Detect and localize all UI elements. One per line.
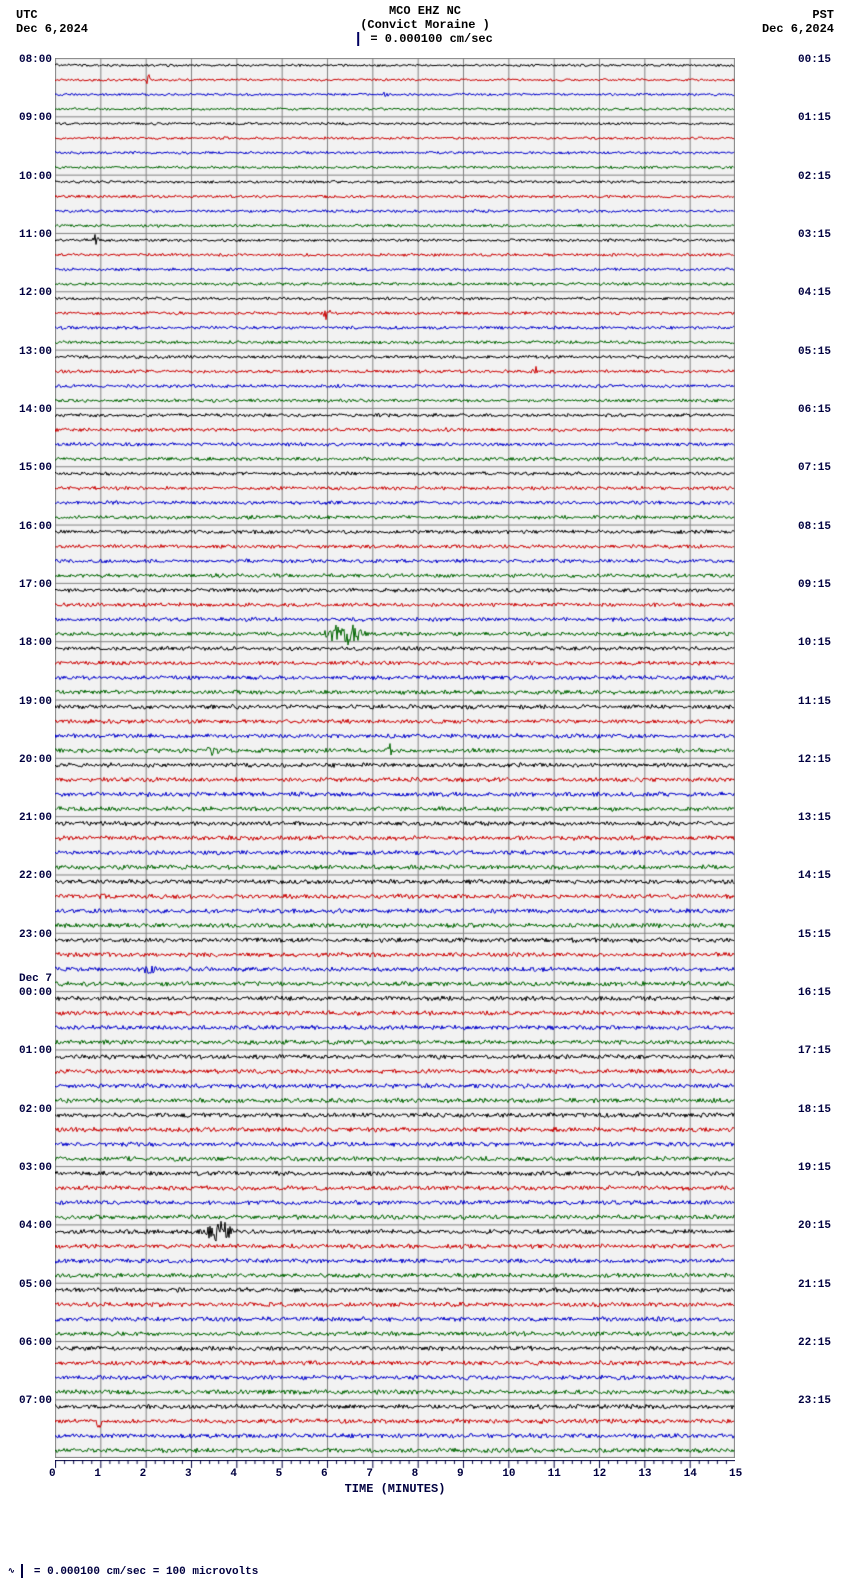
header-center: MCO EHZ NC (Convict Moraine ) = 0.000100… bbox=[357, 4, 493, 46]
pst-time-label: 01:15 bbox=[798, 112, 848, 124]
utc-time-label: 18:00 bbox=[2, 637, 52, 649]
pst-time-label: 19:15 bbox=[798, 1162, 848, 1174]
x-tick-label: 10 bbox=[502, 1468, 515, 1480]
utc-time-axis: 08:0009:0010:0011:0012:0013:0014:0015:00… bbox=[4, 58, 54, 1458]
footer: ∿ = 0.000100 cm/sec = 100 microvolts bbox=[8, 1564, 258, 1578]
utc-time-label: 19:00 bbox=[2, 696, 52, 708]
utc-time-label: 21:00 bbox=[2, 812, 52, 824]
utc-time-label: 05:00 bbox=[2, 1279, 52, 1291]
scale-bar-icon bbox=[357, 32, 359, 46]
utc-tz-label: UTC bbox=[16, 8, 38, 22]
pst-time-label: 00:15 bbox=[798, 54, 848, 66]
x-tick-label: 8 bbox=[412, 1468, 419, 1480]
header-right: PST Dec 6,2024 bbox=[762, 8, 834, 36]
utc-time-label: 23:00 bbox=[2, 929, 52, 941]
utc-time-label: 11:00 bbox=[2, 229, 52, 241]
pst-date-label: Dec 6,2024 bbox=[762, 22, 834, 36]
utc-time-label: 12:00 bbox=[2, 287, 52, 299]
utc-date-label: Dec 6,2024 bbox=[16, 22, 88, 36]
x-axis-ticks bbox=[55, 1460, 735, 1480]
scale-text: = 0.000100 cm/sec bbox=[370, 32, 492, 46]
utc-time-label: 04:00 bbox=[2, 1220, 52, 1232]
header-left: UTC Dec 6,2024 bbox=[16, 8, 88, 36]
pst-time-label: 23:15 bbox=[798, 1395, 848, 1407]
seismogram-container: UTC Dec 6,2024 MCO EHZ NC (Convict Morai… bbox=[0, 0, 850, 1584]
x-axis: 0123456789101112131415 TIME (MINUTES) bbox=[55, 1460, 735, 1500]
utc-time-label: 16:00 bbox=[2, 521, 52, 533]
pst-tz-label: PST bbox=[812, 8, 834, 22]
x-tick-label: 6 bbox=[321, 1468, 328, 1480]
station-name: (Convict Moraine ) bbox=[360, 18, 490, 32]
pst-time-label: 22:15 bbox=[798, 1337, 848, 1349]
utc-time-label: 01:00 bbox=[2, 1045, 52, 1057]
pst-time-label: 07:15 bbox=[798, 462, 848, 474]
x-tick-label: 5 bbox=[276, 1468, 283, 1480]
x-tick-label: 1 bbox=[94, 1468, 101, 1480]
utc-time-label: 00:00 bbox=[2, 987, 52, 999]
pst-time-label: 16:15 bbox=[798, 987, 848, 999]
utc-time-label: 20:00 bbox=[2, 754, 52, 766]
utc-time-label: 09:00 bbox=[2, 112, 52, 124]
footer-text: = 0.000100 cm/sec = 100 microvolts bbox=[34, 1566, 258, 1578]
utc-time-label: 22:00 bbox=[2, 870, 52, 882]
pst-time-label: 04:15 bbox=[798, 287, 848, 299]
x-tick-label: 15 bbox=[729, 1468, 742, 1480]
pst-time-axis: 00:1501:1502:1503:1504:1505:1506:1507:15… bbox=[796, 58, 846, 1458]
x-tick-label: 14 bbox=[684, 1468, 697, 1480]
station-code: MCO EHZ NC bbox=[389, 4, 461, 18]
utc-time-label: 02:00 bbox=[2, 1104, 52, 1116]
utc-time-label: 03:00 bbox=[2, 1162, 52, 1174]
utc-time-label: 13:00 bbox=[2, 346, 52, 358]
utc-time-label: Dec 7 bbox=[2, 973, 52, 985]
pst-time-label: 14:15 bbox=[798, 870, 848, 882]
pst-time-label: 10:15 bbox=[798, 637, 848, 649]
x-tick-label: 2 bbox=[140, 1468, 147, 1480]
x-tick-label: 13 bbox=[638, 1468, 651, 1480]
header: UTC Dec 6,2024 MCO EHZ NC (Convict Morai… bbox=[0, 4, 850, 52]
pst-time-label: 21:15 bbox=[798, 1279, 848, 1291]
x-tick-label: 11 bbox=[548, 1468, 561, 1480]
utc-time-label: 08:00 bbox=[2, 54, 52, 66]
utc-time-label: 10:00 bbox=[2, 171, 52, 183]
pst-time-label: 12:15 bbox=[798, 754, 848, 766]
pst-time-label: 11:15 bbox=[798, 696, 848, 708]
pst-time-label: 06:15 bbox=[798, 404, 848, 416]
pst-time-label: 15:15 bbox=[798, 929, 848, 941]
scale-indicator: = 0.000100 cm/sec bbox=[357, 32, 493, 46]
pst-time-label: 09:15 bbox=[798, 579, 848, 591]
x-tick-label: 9 bbox=[457, 1468, 464, 1480]
x-tick-label: 7 bbox=[366, 1468, 373, 1480]
utc-time-label: 06:00 bbox=[2, 1337, 52, 1349]
footer-scale-bar-icon bbox=[21, 1564, 23, 1578]
footer-scale-prefix: ∿ bbox=[8, 1567, 15, 1576]
pst-time-label: 03:15 bbox=[798, 229, 848, 241]
x-tick-label: 3 bbox=[185, 1468, 192, 1480]
utc-time-label: 14:00 bbox=[2, 404, 52, 416]
pst-time-label: 13:15 bbox=[798, 812, 848, 824]
utc-time-label: 17:00 bbox=[2, 579, 52, 591]
x-axis-label: TIME (MINUTES) bbox=[345, 1482, 446, 1496]
pst-time-label: 18:15 bbox=[798, 1104, 848, 1116]
pst-time-label: 17:15 bbox=[798, 1045, 848, 1057]
x-tick-label: 4 bbox=[230, 1468, 237, 1480]
x-tick-label: 12 bbox=[593, 1468, 606, 1480]
x-tick-label: 0 bbox=[49, 1468, 56, 1480]
utc-time-label: 07:00 bbox=[2, 1395, 52, 1407]
pst-time-label: 08:15 bbox=[798, 521, 848, 533]
pst-time-label: 05:15 bbox=[798, 346, 848, 358]
helicorder-plot bbox=[55, 58, 735, 1458]
pst-time-label: 02:15 bbox=[798, 171, 848, 183]
utc-time-label: 15:00 bbox=[2, 462, 52, 474]
pst-time-label: 20:15 bbox=[798, 1220, 848, 1232]
